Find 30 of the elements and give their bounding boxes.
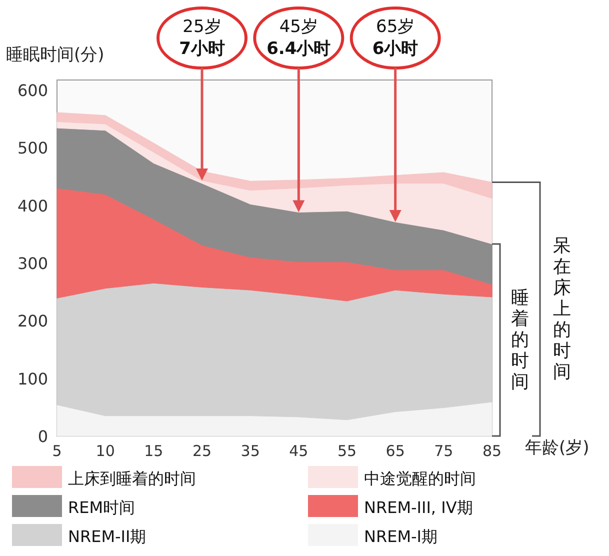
y-tick-label: 100	[17, 369, 48, 388]
y-tick-label: 400	[17, 196, 48, 216]
x-tick-label: 35	[240, 442, 260, 460]
x-tick-label: 25	[192, 442, 212, 460]
text: 呆在床上的时间	[553, 236, 571, 383]
annotation: 25岁 7小时	[179, 17, 225, 59]
legend-label: NREM-III, IV期	[364, 498, 473, 517]
y-axis-title: 睡眠时间(分)	[6, 45, 104, 65]
x-tick-label: 5	[52, 442, 62, 460]
x-tick-label: 65	[386, 442, 405, 460]
x-tick-label: 15	[144, 442, 164, 460]
legend-label: 中途觉醒的时间	[364, 469, 476, 488]
legend-label: NREM-I期	[364, 527, 438, 546]
x-tick-label: 10	[96, 442, 115, 460]
legend-label: NREM-II期	[68, 527, 146, 546]
y-tick-label: 500	[17, 138, 48, 158]
annotation: 65岁 6小时	[372, 17, 418, 59]
x-tick-label: 85	[482, 442, 502, 460]
annotation: 45岁 6.4小时	[266, 17, 331, 59]
legend-label: 上床到睡着的时间	[68, 469, 196, 488]
y-tick-label: 600	[17, 81, 48, 100]
text: 睡着的时间	[511, 287, 529, 392]
y-tick-label: 0	[38, 427, 48, 446]
x-tick-label: 75	[434, 442, 454, 460]
y-tick-label: 200	[17, 312, 48, 331]
legend-label: REM时间	[68, 498, 136, 517]
x-axis-title: 年龄(岁)	[525, 438, 590, 458]
y-tick-label: 300	[17, 254, 48, 273]
x-tick-label: 45	[289, 442, 308, 460]
x-tick-label: 55	[337, 442, 357, 460]
